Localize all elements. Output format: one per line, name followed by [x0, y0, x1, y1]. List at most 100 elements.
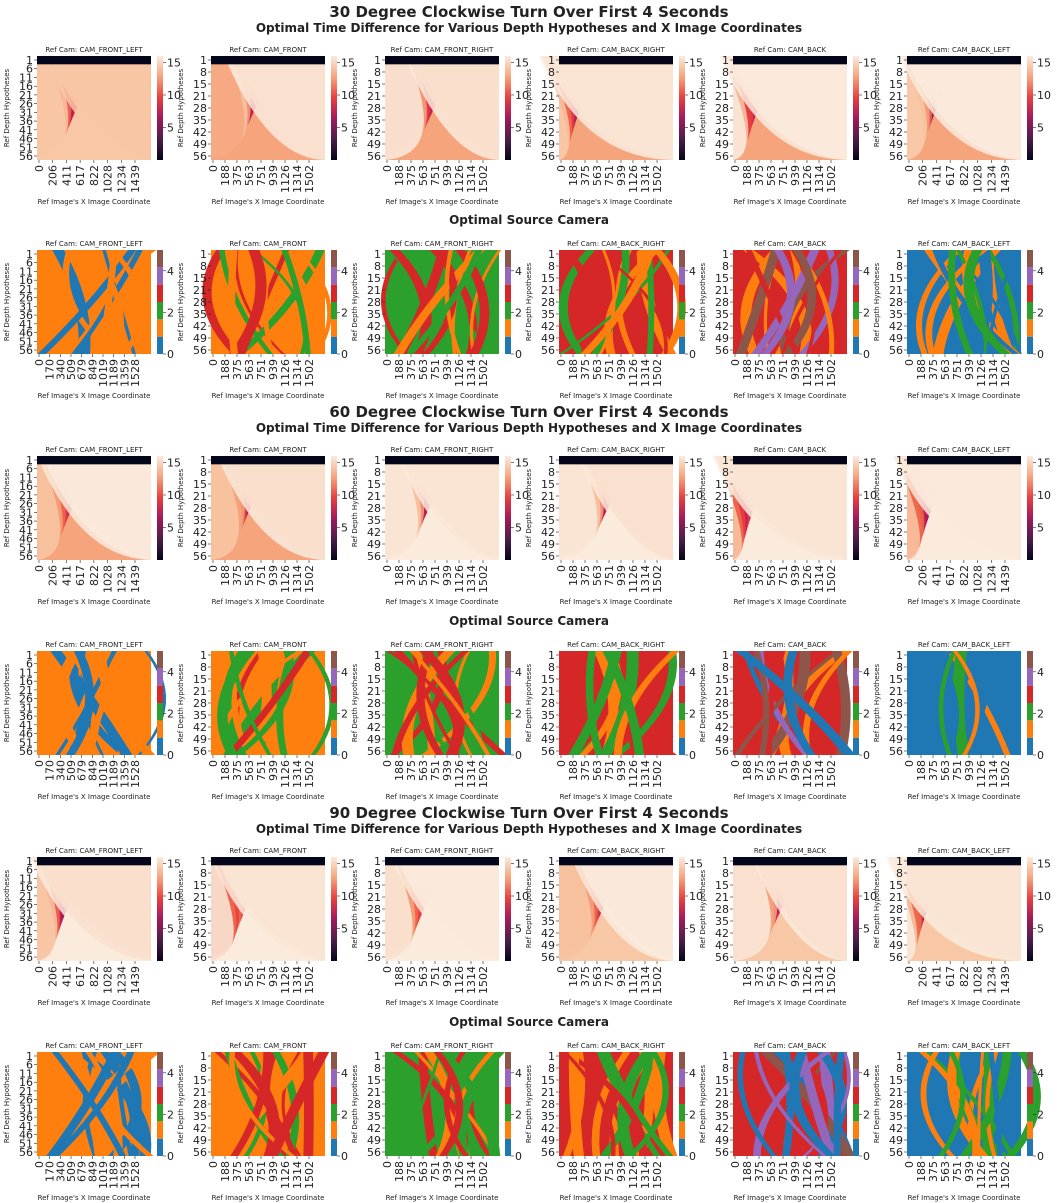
x-tick-label: 1314	[813, 565, 826, 593]
x-tick-label: 375	[753, 165, 766, 186]
x-tick-label: 563	[243, 1161, 256, 1182]
x-tick-label: 375	[753, 359, 766, 380]
x-tick-label: 1502	[999, 1161, 1012, 1189]
y-tick-label: 26	[19, 98, 33, 111]
colorbar-segment	[157, 720, 163, 738]
heatmap-band	[414, 1052, 499, 1156]
y-tick-label: 49	[541, 939, 555, 952]
heatmap-band	[252, 1052, 287, 1156]
y-axis-label: Ref Depth Hypotheses	[873, 262, 881, 341]
x-tick-label: 939	[963, 760, 976, 781]
x-tick-label: 563	[417, 165, 430, 186]
colorbar	[853, 56, 859, 160]
y-tick-label: 49	[541, 733, 555, 746]
heatmap-top-band	[733, 857, 847, 866]
y-tick-label: 49	[889, 939, 903, 952]
x-tick-label: 939	[267, 1161, 280, 1182]
colorbar-tick-label: 15	[689, 457, 703, 470]
y-tick-label: 21	[193, 90, 207, 103]
colorbar-tick-label: 5	[863, 522, 870, 535]
y-tick-label: 21	[367, 490, 381, 503]
y-tick-label: 49	[715, 939, 729, 952]
y-tick-label: 6	[26, 864, 33, 877]
x-tick-label: 509	[65, 1161, 78, 1182]
x-axis-label: Ref Image's X Image Coordinate	[386, 793, 499, 801]
heatmap-band	[558, 250, 596, 354]
colorbar-segment	[1027, 267, 1033, 285]
x-tick-label: 375	[405, 760, 418, 781]
panel-title: Ref Cam: CAM_FRONT	[229, 641, 307, 649]
y-tick-label: 15	[541, 478, 555, 491]
colorbar-segment	[505, 250, 511, 268]
x-tick-label: 188	[219, 760, 232, 781]
colorbar-tick-label: 5	[863, 122, 870, 135]
heatmap-band	[988, 1052, 1003, 1156]
x-tick-label: 939	[441, 760, 454, 781]
y-tick-label: 15	[541, 272, 555, 285]
x-axis-label: Ref Image's X Image Coordinate	[560, 793, 673, 801]
y-tick-label: 8	[374, 66, 381, 79]
colorbar-tick-label: 5	[167, 923, 174, 936]
colorbar-tick-label: 2	[341, 707, 348, 720]
heatmap-band	[386, 1052, 422, 1156]
colorbar-tick-label: 4	[1037, 265, 1044, 278]
panel-title: Ref Cam: CAM_BACK_LEFT	[918, 641, 1011, 649]
x-tick-label: 563	[417, 359, 430, 380]
y-tick-label: 1	[896, 248, 903, 261]
x-tick-label: 1028	[972, 966, 985, 994]
heatmap-band	[783, 250, 817, 354]
heatmap-band	[233, 651, 295, 755]
y-axis-label: Ref Depth Hypotheses	[525, 663, 533, 742]
colorbar-tick-label: 10	[341, 89, 355, 102]
x-tick-label: 751	[603, 966, 616, 987]
panel-title: Ref Cam: CAM_BACK	[754, 641, 827, 649]
heatmap-band	[385, 651, 453, 755]
panel-title: Ref Cam: CAM_FRONT	[229, 847, 307, 855]
x-tick-label: 563	[765, 565, 778, 586]
colorbar-segment	[157, 267, 163, 285]
colorbar-segment	[157, 1121, 163, 1139]
x-tick-label: 849	[86, 1161, 99, 1182]
x-tick-label: 1234	[985, 565, 998, 593]
x-axis-label: Ref Image's X Image Coordinate	[734, 1194, 847, 1202]
heatmap-band	[74, 1052, 154, 1156]
y-tick-label: 15	[367, 1074, 381, 1087]
y-tick-label: 21	[367, 685, 381, 698]
x-tick-label: 188	[915, 760, 928, 781]
x-tick-label: 375	[405, 1161, 418, 1182]
y-axis-label: Ref Depth Hypotheses	[873, 663, 881, 742]
colorbar-segment	[1027, 1052, 1033, 1070]
y-tick-label: 15	[367, 272, 381, 285]
colorbar-tick-label: 0	[167, 348, 174, 361]
x-tick-label: 375	[579, 565, 592, 586]
x-tick-label: 0	[33, 760, 46, 767]
y-tick-label: 1	[896, 649, 903, 662]
heatmap-band	[580, 250, 656, 354]
y-tick-label: 21	[193, 1086, 207, 1099]
colorbar-segment	[505, 302, 511, 320]
x-tick-label: 1502	[651, 1161, 664, 1189]
y-tick-label: 28	[541, 296, 555, 309]
y-tick-label: 49	[193, 538, 207, 551]
x-tick-label: 375	[753, 760, 766, 781]
heatmap-band	[751, 250, 820, 354]
x-tick-label: 1126	[453, 966, 466, 994]
x-tick-label: 0	[33, 1161, 46, 1168]
heatmap-band	[395, 250, 449, 354]
y-tick-label: 21	[19, 890, 33, 903]
colorbar-tick-label: 10	[341, 489, 355, 502]
colorbar-segment	[505, 685, 511, 703]
heatmap-band	[645, 250, 655, 354]
heatmap-band	[759, 1052, 856, 1156]
heatmap-band	[568, 1052, 584, 1156]
y-tick-label: 1	[200, 54, 207, 67]
y-tick-label: 49	[367, 1134, 381, 1147]
heatmap-top-band	[559, 857, 673, 866]
x-tick-label: 939	[441, 966, 454, 987]
x-axis-label: Ref Image's X Image Coordinate	[386, 598, 499, 606]
x-tick-label: 1126	[279, 760, 292, 788]
x-tick-label: 751	[255, 760, 268, 781]
y-tick-label: 6	[26, 257, 33, 270]
x-tick-label: 188	[741, 565, 754, 586]
y-tick-label: 56	[193, 1146, 207, 1159]
